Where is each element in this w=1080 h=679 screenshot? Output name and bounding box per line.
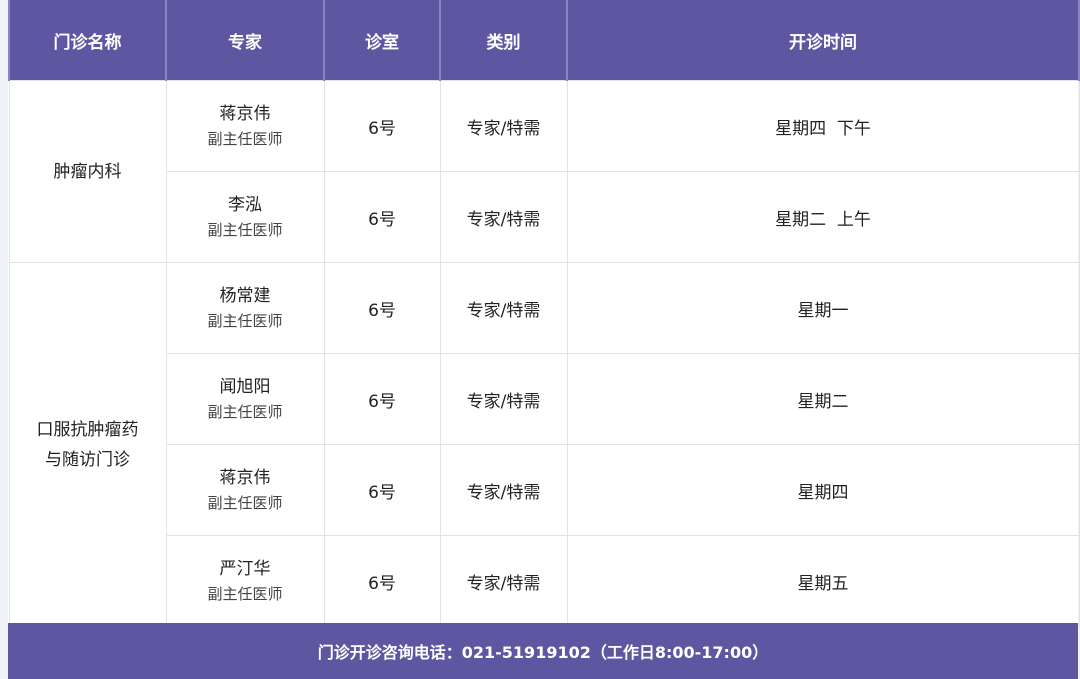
expert-name: 李泓	[228, 195, 262, 215]
category-cell: 专家/特需	[439, 353, 568, 445]
expert-title: 副主任医师	[207, 221, 283, 239]
table-header-row: 门诊名称 专家 诊室 类别 开诊时间	[8, 0, 1080, 81]
expert-name: 蒋京伟	[219, 104, 271, 124]
room-cell: 6号	[323, 262, 441, 354]
table-row: 口服抗肿瘤药 与随访门诊 杨常建 副主任医师 6号 专家/特需 星期一	[8, 262, 1080, 627]
expert-cell: 蒋京伟 副主任医师	[165, 80, 325, 172]
room-cell: 6号	[323, 535, 441, 627]
table-row: 严汀华 副主任医师 6号 专家/特需 星期五	[9, 535, 1080, 627]
header-clinic: 门诊名称	[8, 0, 167, 81]
expert-cell: 李泓 副主任医师	[165, 171, 325, 263]
category-cell: 专家/特需	[439, 171, 568, 263]
table-row: 李泓 副主任医师 6号 专家/特需 星期二 上午	[9, 171, 1080, 263]
time-cell: 星期四 下午	[566, 80, 1080, 172]
expert-cell: 蒋京伟 副主任医师	[165, 444, 325, 536]
room-cell: 6号	[323, 444, 441, 536]
clinic-schedule-table: 门诊名称 专家 诊室 类别 开诊时间 肿瘤内科 蒋京伟 副主任医师 6号 专家/特需 星期…	[8, 0, 1080, 627]
time-cell: 星期四	[566, 444, 1080, 536]
expert-title: 副主任医师	[207, 130, 283, 148]
expert-cell: 严汀华 副主任医师	[165, 535, 325, 627]
header-expert: 专家	[165, 0, 325, 81]
expert-cell: 杨常建 副主任医师	[165, 262, 325, 354]
header-category: 类别	[439, 0, 568, 81]
header-time: 开诊时间	[566, 0, 1080, 81]
category-cell: 专家/特需	[439, 535, 568, 627]
expert-title: 副主任医师	[207, 403, 283, 421]
time-cell: 星期五	[566, 535, 1080, 627]
clinic-name-line2: 与随访门诊	[45, 449, 130, 470]
clinic-name-line1: 口服抗肿瘤药	[36, 419, 139, 440]
room-cell: 6号	[323, 353, 441, 445]
category-cell: 专家/特需	[439, 262, 568, 354]
clinic-name: 口服抗肿瘤药 与随访门诊	[8, 262, 167, 627]
category-cell: 专家/特需	[439, 80, 568, 172]
time-cell: 星期二	[566, 353, 1080, 445]
category-cell: 专家/特需	[439, 444, 568, 536]
expert-name: 严汀华	[219, 559, 271, 579]
expert-name: 闻旭阳	[219, 377, 271, 397]
expert-cell: 闻旭阳 副主任医师	[165, 353, 325, 445]
table-row: 蒋京伟 副主任医师 6号 专家/特需 星期四	[9, 444, 1080, 536]
table-row: 肿瘤内科 蒋京伟 副主任医师 6号 专家/特需 星期四 下午	[8, 80, 1080, 263]
time-cell: 星期一	[566, 262, 1080, 354]
schedule-table-container: 门诊名称 专家 诊室 类别 开诊时间 肿瘤内科 蒋京伟 副主任医师 6号 专家/特需 星期…	[8, 0, 1080, 679]
expert-title: 副主任医师	[207, 494, 283, 512]
table-row: 闻旭阳 副主任医师 6号 专家/特需 星期二	[9, 353, 1080, 445]
expert-title: 副主任医师	[207, 585, 283, 603]
time-cell: 星期二 上午	[566, 171, 1080, 263]
expert-name: 蒋京伟	[219, 468, 271, 488]
expert-title: 副主任医师	[207, 312, 283, 330]
clinic-name: 肿瘤内科	[8, 80, 167, 263]
room-cell: 6号	[323, 171, 441, 263]
expert-name: 杨常建	[219, 286, 271, 306]
clinic-name-text: 肿瘤内科	[53, 161, 122, 182]
header-room: 诊室	[323, 0, 441, 81]
footer-contact: 门诊开诊咨询电话：021-51919102（工作日8:00-17:00）	[8, 623, 1078, 679]
room-cell: 6号	[323, 80, 441, 172]
